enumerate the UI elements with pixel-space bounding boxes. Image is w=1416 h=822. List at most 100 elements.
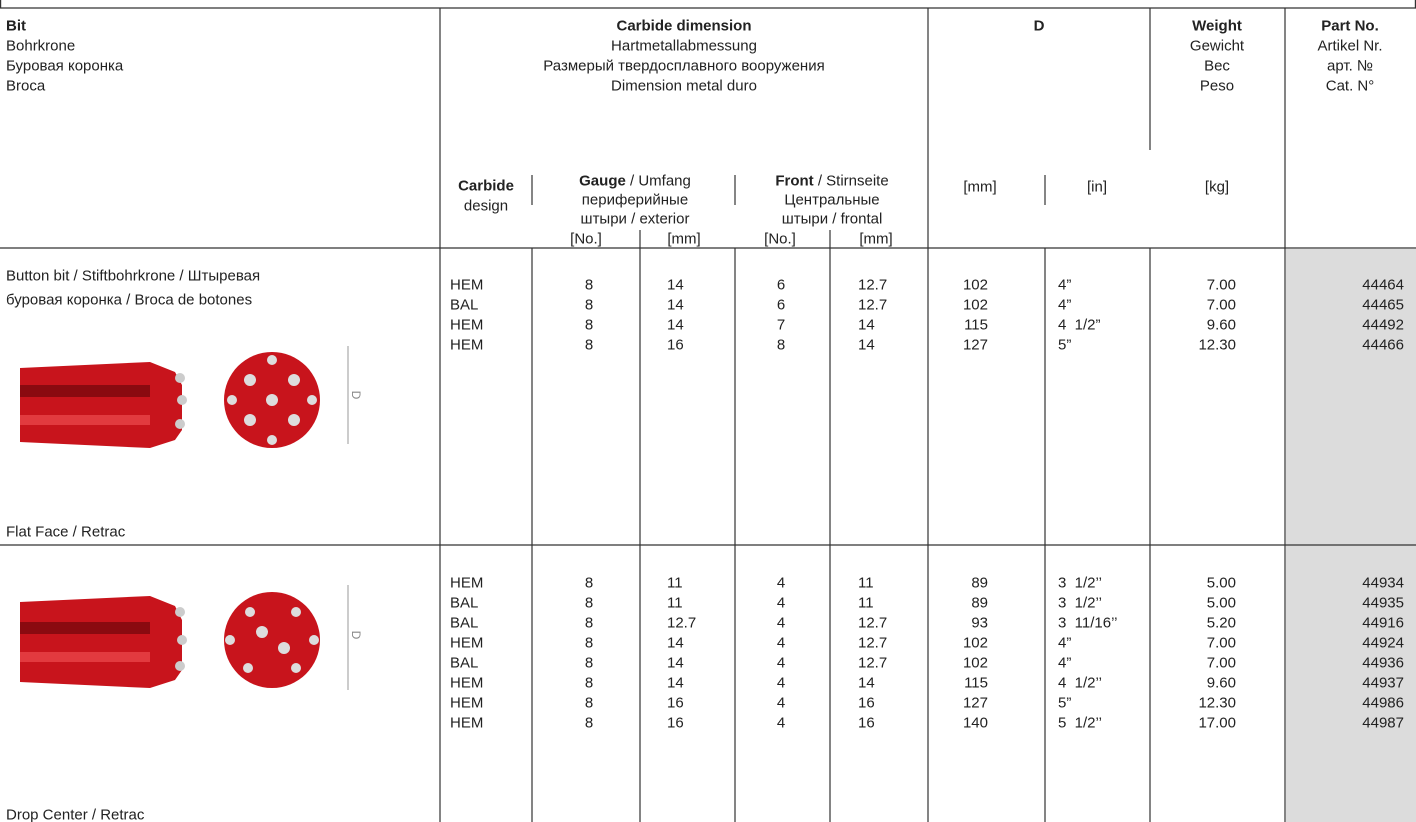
- part-no-header: арт. №: [1327, 57, 1373, 75]
- cell: HEM: [450, 316, 484, 334]
- cell: 14: [858, 336, 875, 354]
- cell: 4”: [1058, 654, 1072, 672]
- cell: 8: [584, 574, 594, 592]
- gauge-header: Gauge / Umfang: [579, 174, 691, 189]
- cell: 44464: [1362, 276, 1404, 294]
- bit-subtitle: Flat Face / Retrac: [6, 523, 126, 541]
- front-header-rest: / Stirnseite: [813, 172, 889, 190]
- cell: 14: [667, 674, 684, 692]
- cell: 4: [776, 714, 786, 732]
- cell: 8: [584, 674, 594, 692]
- carbide-design-header: design: [463, 197, 509, 215]
- cell: 3 11/16’’: [1058, 614, 1118, 632]
- cell: HEM: [450, 634, 484, 652]
- bit-header: Bit: [6, 17, 26, 35]
- cell: 14: [858, 674, 875, 692]
- unit: [kg]: [1204, 178, 1230, 196]
- bit-header: Буровая коронка: [6, 57, 124, 75]
- cell: 44934: [1362, 574, 1404, 592]
- cell: 4”: [1058, 296, 1072, 314]
- cell: BAL: [450, 654, 479, 672]
- carbide-design-header: Carbide: [458, 177, 514, 195]
- cell: 8: [584, 614, 594, 632]
- cell: 3 1/2’’: [1058, 574, 1102, 592]
- cell: 4: [776, 654, 786, 672]
- cell: 4 1/2’’: [1058, 674, 1102, 692]
- cell: 8: [584, 654, 594, 672]
- cell: 102: [962, 654, 988, 672]
- cell: 93: [971, 614, 988, 632]
- cell: 16: [667, 694, 684, 712]
- cell: 140: [962, 714, 988, 732]
- carbide-dimension-header: Carbide dimension: [616, 17, 752, 35]
- cell: 11: [858, 594, 874, 612]
- cell: 44465: [1362, 296, 1404, 314]
- cell: HEM: [450, 714, 484, 732]
- cell: 4: [776, 674, 786, 692]
- cell: 7.00: [1206, 296, 1236, 314]
- cell: HEM: [450, 276, 484, 294]
- cell: 14: [858, 316, 875, 334]
- gauge-header-line: периферийные: [581, 191, 689, 209]
- cell: 16: [858, 714, 875, 732]
- cell: HEM: [450, 694, 484, 712]
- cell: 5.20: [1206, 614, 1236, 632]
- unit: [mm]: [963, 178, 997, 196]
- cell: 11: [667, 574, 683, 592]
- cell: 12.7: [858, 634, 888, 652]
- carbide-dimension-header: Размерый твердосплавного вооружения: [543, 57, 825, 75]
- gauge-header-line: штыри / exterior: [580, 210, 690, 228]
- part-no-header: Cat. N°: [1325, 77, 1375, 95]
- cell: BAL: [450, 594, 479, 612]
- cell: 16: [667, 336, 684, 354]
- weight-header: Weight: [1192, 17, 1242, 35]
- cell: 115: [964, 316, 988, 334]
- cell: 14: [667, 316, 684, 334]
- cell: 4: [776, 594, 786, 612]
- cell: 12.7: [858, 654, 888, 672]
- cell: 89: [971, 574, 988, 592]
- carbide-dimension-header: Dimension metal duro: [611, 77, 757, 95]
- cell: 4: [776, 574, 786, 592]
- cell: 17.00: [1198, 714, 1236, 732]
- cell: HEM: [450, 574, 484, 592]
- cell: 5”: [1058, 694, 1072, 712]
- cell: 14: [667, 296, 684, 314]
- front-header-line: штыри / frontal: [781, 210, 883, 228]
- cell: 8: [584, 316, 594, 334]
- cell: 11: [667, 594, 683, 612]
- cell: 102: [962, 634, 988, 652]
- cell: 12.7: [858, 296, 888, 314]
- cell: 8: [584, 694, 594, 712]
- front-header: Front / Stirnseite: [775, 174, 888, 189]
- d-header: D: [1033, 17, 1045, 35]
- cell: 44987: [1362, 714, 1404, 732]
- cell: 4: [776, 634, 786, 652]
- bit-subtitle: Drop Center / Retrac: [6, 806, 145, 822]
- cell: HEM: [450, 674, 484, 692]
- cell: 7: [776, 316, 786, 334]
- cell: BAL: [450, 614, 479, 632]
- figure-label: D: [349, 630, 363, 640]
- cell: 44924: [1362, 634, 1404, 652]
- cell: 44986: [1362, 694, 1404, 712]
- cell: 8: [584, 594, 594, 612]
- gauge-header-rest: / Umfang: [625, 172, 691, 190]
- cell: 44916: [1362, 614, 1404, 632]
- cell: 12.7: [667, 614, 697, 632]
- cell: 14: [667, 276, 684, 294]
- cell: 4”: [1058, 276, 1072, 294]
- bit-description: буровая коронка / Broca de botones: [6, 291, 253, 309]
- part-column-bg: [1286, 249, 1416, 822]
- unit: [No.]: [570, 230, 602, 248]
- cell: 8: [776, 336, 786, 354]
- cell: 127: [962, 336, 988, 354]
- unit: [mm]: [667, 230, 701, 248]
- cell: 14: [667, 634, 684, 652]
- cell: 6: [776, 296, 786, 314]
- cell: 8: [584, 336, 594, 354]
- cell: 12.7: [858, 614, 888, 632]
- cell: 7.00: [1206, 634, 1236, 652]
- cell: 3 1/2’’: [1058, 594, 1102, 612]
